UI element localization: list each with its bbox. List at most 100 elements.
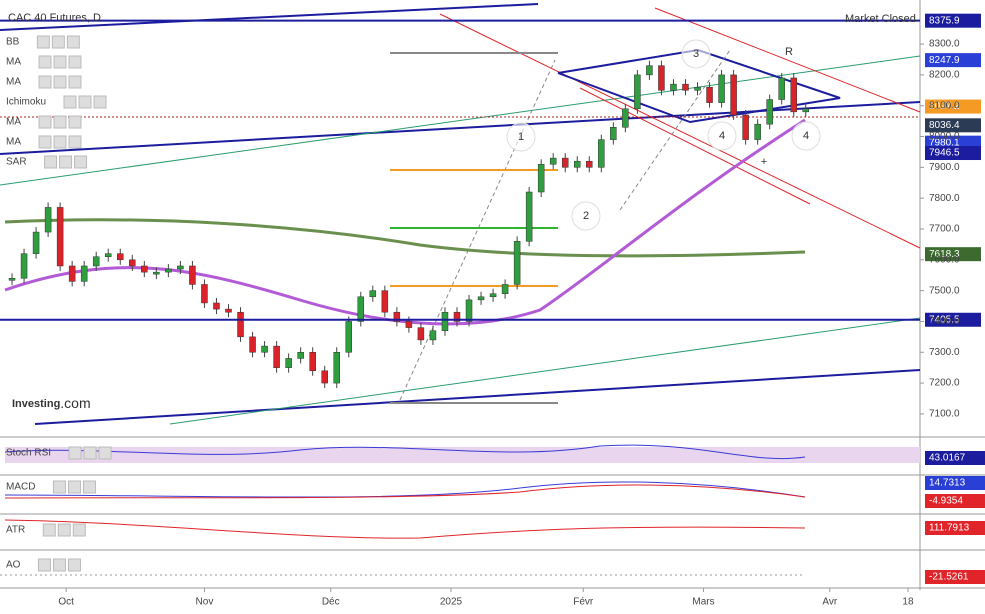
indicator-label: MACD (6, 482, 35, 493)
icon (53, 75, 67, 89)
candle (225, 308, 232, 313)
candle (754, 123, 761, 140)
indicator-tag-box (925, 476, 985, 490)
indicator-label: AO (6, 560, 21, 571)
icon (38, 135, 52, 149)
x-tick-label: 18 (902, 597, 914, 608)
candle (249, 336, 256, 353)
price-tag-box (925, 247, 981, 262)
x-tick-label: Févr (573, 597, 594, 608)
y-tick-label: 7400.0 (929, 316, 960, 327)
icon (52, 558, 66, 572)
candle (429, 330, 437, 341)
y-tick-label: 7500.0 (929, 285, 960, 296)
candle (393, 311, 401, 322)
candle (778, 77, 785, 100)
candle (634, 74, 641, 110)
icon (37, 558, 51, 572)
candle (417, 327, 425, 341)
candle (730, 74, 737, 116)
candle (465, 299, 473, 322)
annotation-circle (506, 122, 536, 152)
candle (56, 207, 64, 267)
overlay-label: Ichimoku (6, 97, 46, 108)
candle (646, 65, 653, 76)
candle (32, 231, 40, 254)
candle (598, 139, 605, 168)
indicator-tag: -4.9354 (929, 496, 963, 507)
price-tag: 8097.2 (929, 101, 960, 112)
candle (80, 265, 88, 282)
logo-suffix: .com (60, 395, 90, 411)
x-tick-label: Mars (692, 597, 714, 608)
annotation-circle (707, 121, 737, 151)
overlay-label: MA (6, 77, 21, 88)
x-tick-label: Oct (58, 597, 74, 608)
trendlines (0, 3, 921, 425)
candle (309, 352, 316, 372)
y-tick-label: 7100.0 (929, 409, 960, 420)
candle (477, 296, 485, 301)
icon (52, 480, 66, 494)
candle (706, 86, 713, 103)
candle (177, 265, 184, 270)
icon (63, 95, 77, 109)
annotation: + (761, 156, 767, 168)
candle (622, 108, 629, 128)
indicator-traces (0, 444, 920, 576)
price-tag-box (925, 118, 981, 133)
overlay-label: SAR (6, 157, 27, 168)
y-tick-label: 7800.0 (929, 193, 960, 204)
price-tag-box (925, 312, 981, 327)
x-tick-label: Avr (822, 597, 837, 608)
annotation-circle (571, 201, 601, 231)
candle (537, 164, 545, 193)
indicator-tag-box (925, 521, 985, 535)
indicator-tag: 111.7913 (929, 523, 970, 534)
candle (92, 256, 100, 267)
icon (53, 135, 67, 149)
price-tag: 7618.3 (929, 249, 960, 260)
icon (67, 480, 81, 494)
icon (38, 75, 52, 89)
indicator-tag: -21.5261 (929, 572, 969, 583)
annotation: 4 (803, 130, 809, 142)
icon (68, 115, 82, 129)
price-tag: 8036.4 (929, 120, 960, 131)
candle (117, 253, 124, 261)
candle (501, 284, 509, 294)
y-tick-label: 8100.0 (929, 100, 960, 111)
candle (189, 265, 196, 285)
annotation: 2 (583, 210, 589, 222)
annotation-circle (681, 39, 711, 69)
price-tag: 8375.9 (929, 15, 960, 26)
indicator-tag-box (925, 494, 985, 508)
candle (104, 253, 112, 257)
icon (44, 155, 58, 169)
icon (66, 35, 80, 49)
y-tick-label: 7200.0 (929, 378, 960, 389)
candle (718, 74, 725, 103)
candle (790, 77, 797, 113)
price-tag: 8247.9 (929, 55, 960, 66)
price-tag-box (925, 99, 981, 114)
overlay-label: MA (6, 57, 21, 68)
candle (381, 290, 389, 313)
annotation: 1 (518, 131, 524, 143)
icon (82, 480, 96, 494)
y-tick-label: 7700.0 (929, 224, 960, 235)
y-tick-label: 8200.0 (929, 70, 960, 81)
overlay-label: MA (6, 117, 21, 128)
price-tag-box (925, 53, 981, 68)
candle (489, 293, 497, 298)
indicator-tag: 43.0167 (929, 453, 966, 464)
icon (38, 115, 52, 129)
icon (83, 446, 97, 460)
candle (237, 311, 244, 338)
icon (67, 558, 81, 572)
candle (213, 302, 220, 310)
candle (586, 160, 593, 168)
annotation-circle (791, 121, 821, 151)
